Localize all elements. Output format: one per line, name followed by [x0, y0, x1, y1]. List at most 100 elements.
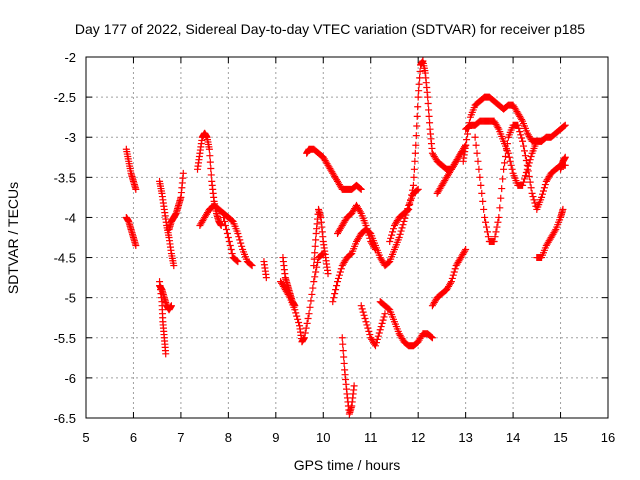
data-point [380, 313, 388, 321]
data-series-arc-2 [122, 213, 140, 250]
y-tick-label: -3.5 [54, 170, 76, 185]
data-point [221, 217, 229, 225]
data-point [561, 121, 569, 129]
data-series-arc-19 [376, 298, 436, 350]
data-point [414, 103, 422, 111]
data-point [410, 173, 418, 181]
data-point [449, 271, 457, 279]
data-point [425, 112, 433, 120]
data-point [448, 274, 456, 282]
data-point [528, 189, 536, 197]
data-point [413, 122, 421, 130]
x-tick-label: 15 [553, 430, 567, 445]
x-tick-label: 14 [506, 430, 520, 445]
y-tick-label: -5 [64, 291, 76, 306]
data-point [314, 258, 322, 266]
data-point [132, 242, 140, 250]
data-point [376, 326, 384, 334]
data-point [519, 181, 527, 189]
data-point [501, 159, 509, 167]
data-point [561, 153, 569, 161]
data-point [334, 274, 342, 282]
data-point [539, 190, 547, 198]
data-point [228, 250, 236, 258]
data-series-arc-21 [428, 246, 470, 310]
data-point [520, 147, 528, 155]
data-point [377, 323, 385, 331]
data-point [311, 249, 319, 257]
data-point [531, 199, 539, 207]
data-point [364, 324, 372, 332]
data-point [463, 136, 471, 144]
data-point [424, 93, 432, 101]
data-point [428, 334, 436, 342]
data-point [395, 234, 403, 241]
x-tick-label: 7 [177, 430, 184, 445]
data-point [262, 274, 270, 282]
data-point [412, 132, 420, 140]
data-point [304, 315, 312, 323]
data-point [414, 185, 422, 193]
data-point [310, 278, 318, 286]
data-point [502, 146, 510, 154]
data-point [362, 318, 370, 326]
data-series-arc-20 [386, 57, 470, 246]
data-series-arc-26 [533, 205, 567, 262]
data-point [520, 142, 528, 150]
data-series-arc-14 [310, 205, 332, 278]
data-point [523, 161, 531, 169]
data-point [540, 184, 548, 192]
data-point [462, 141, 470, 149]
data-point [529, 193, 537, 201]
data-point [234, 229, 242, 237]
data-point [473, 149, 481, 157]
data-series-arc-1 [122, 145, 140, 193]
data-series-arc-5 [156, 282, 175, 314]
data-point [308, 290, 316, 298]
data-point [413, 112, 421, 120]
data-point [132, 185, 140, 193]
data-point [387, 234, 395, 242]
data-series-arc-15 [338, 334, 358, 418]
data-point [206, 158, 214, 166]
data-point [379, 316, 387, 324]
data-point [388, 231, 396, 239]
data-point [526, 156, 534, 164]
data-points [122, 57, 569, 418]
data-point [520, 178, 528, 186]
data-point [237, 239, 245, 247]
data-point [222, 225, 230, 233]
data-point [481, 213, 489, 221]
data-point [507, 161, 515, 169]
x-tick-label: 10 [316, 430, 330, 445]
data-point [170, 262, 178, 270]
data-point [220, 213, 228, 221]
data-point [397, 227, 405, 235]
data-point [475, 165, 483, 173]
data-point [519, 137, 527, 145]
data-point [451, 265, 459, 273]
data-point [514, 121, 522, 129]
data-point [410, 165, 418, 173]
data-point [551, 227, 559, 235]
x-tick-labels: 5 6 7 8 9 10 11 12 13 14 15 16 [82, 430, 615, 445]
data-point [312, 236, 320, 244]
data-point [396, 230, 404, 238]
chart-title: Day 177 of 2022, Sidereal Day-to-day VTE… [75, 21, 585, 37]
plot-frame [85, 56, 609, 419]
data-point [324, 270, 332, 278]
data-point [497, 194, 505, 202]
data-series-arc-6 [165, 169, 187, 233]
data-point [530, 196, 538, 204]
data-point [339, 340, 347, 348]
data-point [307, 297, 315, 305]
data-point [479, 197, 487, 205]
data-point [311, 273, 319, 281]
y-tick-label: -4.5 [54, 251, 76, 266]
data-point [162, 350, 170, 358]
data-point [365, 327, 373, 335]
data-point [472, 141, 480, 149]
data-point [483, 223, 491, 231]
data-point [491, 233, 499, 241]
data-point [500, 165, 508, 173]
